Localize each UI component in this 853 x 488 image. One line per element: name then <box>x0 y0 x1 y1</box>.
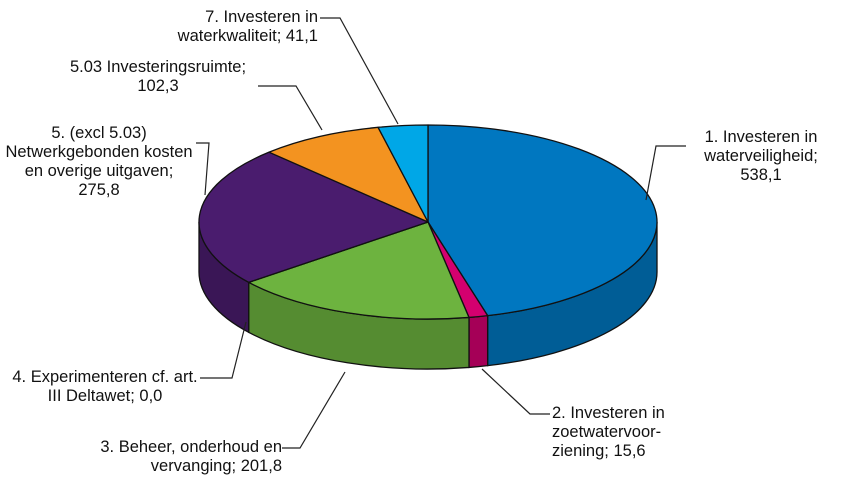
leader-line <box>320 17 399 125</box>
category-label: 5.03 Investerings­ruimte; <box>69 58 247 76</box>
category-label: 2. Investeren in zoetwatervoor­ziening; <box>552 404 665 460</box>
value-label: 275,8 <box>78 181 120 199</box>
slice-label: 3. Beheer, onderhoud en vervanging; 201,… <box>62 438 282 476</box>
slice-label: 5.03 Investerings­ruimte; 102,3 <box>60 58 256 96</box>
slice-label: 2. Investeren in zoetwatervoor­ziening; … <box>552 404 712 461</box>
value-label: 41,1 <box>285 27 318 45</box>
pie-side <box>468 314 489 369</box>
leader-line <box>645 145 686 201</box>
leader-line <box>282 371 346 449</box>
leader-line <box>258 85 323 131</box>
pie-slice <box>248 221 470 320</box>
category-label: 3. Beheer, onderhoud en vervanging; <box>100 438 282 475</box>
value-label: 538,1 <box>740 166 782 184</box>
value-label: 15,6 <box>613 442 646 460</box>
pie-slice <box>198 151 429 283</box>
category-label: 7. Investeren in waterkwaliteit; <box>177 8 318 45</box>
category-label: 4. Experimenteren cf. art. III Deltawet; <box>12 368 198 405</box>
slice-label: 1. Investeren in waterveiligheid; 538,1 <box>686 128 836 185</box>
leader-line <box>481 368 550 415</box>
category-label: 5. (excl 5.03) Netwerkgebonden kosten en… <box>5 124 193 180</box>
pie-slice <box>268 126 429 223</box>
pie-slice <box>377 124 429 223</box>
value-label: 201,8 <box>240 457 282 475</box>
category-label: 1. Investeren in waterveiligheid; <box>704 128 818 165</box>
leader-lines <box>196 17 686 449</box>
slice-label: 4. Experimenteren cf. art. III Deltawet;… <box>10 368 200 406</box>
leader-line <box>200 321 247 379</box>
value-label: 0,0 <box>139 387 163 405</box>
value-label: 102,3 <box>137 77 179 95</box>
slice-label: 5. (excl 5.03) Netwerkgebonden kosten en… <box>2 124 196 200</box>
pie-slice <box>427 124 658 317</box>
slice-label: 7. Investeren in waterkwaliteit; 41,1 <box>130 8 318 46</box>
pie-tops <box>198 124 658 320</box>
leader-line <box>196 142 210 196</box>
